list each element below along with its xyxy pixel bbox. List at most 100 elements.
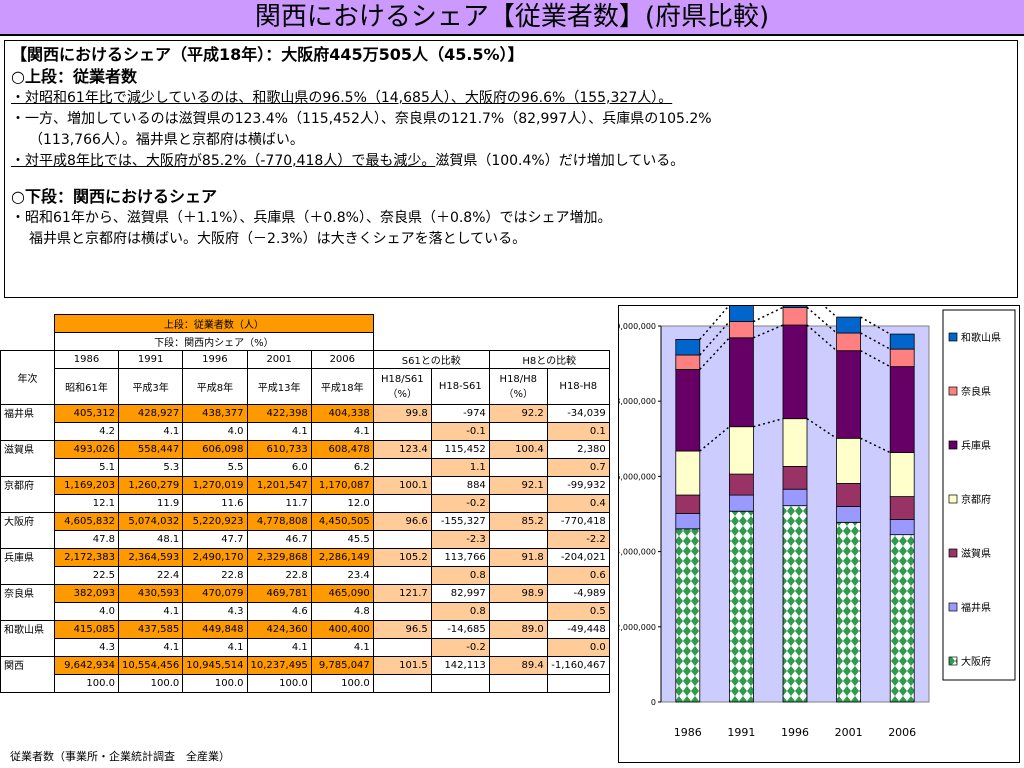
table-row: 47.8 48.1 47.7 46.7 45.5 -2.3 -2.2 — [1, 530, 610, 549]
table-cell — [488, 602, 548, 621]
table-cell: -2.3 — [430, 530, 490, 549]
table-cell: 46.7 — [246, 530, 312, 549]
table-cell: 422,398 — [246, 404, 312, 423]
table-cell — [488, 638, 548, 657]
x-tick-label: 2001 — [835, 726, 863, 739]
table-cell: 1,170,087 — [310, 476, 374, 495]
table-cell: 4.8 — [310, 602, 374, 621]
table-cell: 0.7 — [546, 458, 610, 477]
table-cell: 100.4 — [488, 440, 548, 459]
table-cell: 5.1 — [54, 458, 119, 477]
table-cell: 大阪府 — [0, 512, 55, 549]
table-cell — [547, 315, 609, 333]
table-cell — [372, 638, 432, 657]
connector-line — [753, 324, 784, 339]
table-cell: 6.0 — [246, 458, 312, 477]
table-cell: 105.2 — [372, 548, 432, 567]
connector-line — [860, 332, 891, 350]
connector-line — [806, 418, 838, 439]
table-cell: 48.1 — [117, 530, 184, 549]
table-cell: 1,169,203 — [54, 476, 119, 495]
summary-line: ・対平成8年比では、大阪府が85.2%（-770,418人）で最も減少。滋賀県（… — [11, 153, 685, 169]
table-cell — [372, 494, 432, 513]
bar-segment-京都府 — [675, 450, 701, 496]
table-cell: -770,418 — [546, 512, 610, 531]
connector-line — [699, 337, 730, 370]
table-cell: -49,448 — [546, 620, 610, 639]
table-row: 100.0 100.0 100.0 100.0 100.0 — [1, 674, 610, 693]
table-cell: 493,026 — [54, 440, 119, 459]
table-cell: 4,450,505 — [310, 512, 374, 531]
bar-segment-滋賀県 — [782, 466, 808, 490]
table-cell: 0.1 — [546, 422, 610, 441]
legend-swatch — [948, 548, 958, 558]
table-cell: 89.0 — [488, 620, 548, 639]
table-cell — [372, 566, 432, 585]
table-cell: 92.1 — [488, 476, 548, 495]
connector-line — [860, 316, 891, 335]
table-cell: 22.5 — [54, 566, 119, 585]
summary-line: 福井県と京都府は横ばい。大阪府（－2.3%）は大きくシェアを落としている。 — [29, 231, 527, 247]
connector-line — [753, 306, 784, 323]
table-row: 和歌山県 415,085 437,585 449,848 424,360 400,400 9… — [0, 620, 610, 657]
bar-segment-福井県 — [836, 506, 862, 523]
table-cell: 404,338 — [310, 404, 374, 423]
table-cell: S61との比較 — [372, 350, 490, 369]
table-cell: 4,778,808 — [246, 512, 312, 531]
table-cell: 2006 — [310, 350, 374, 369]
table-header-row: 下段：関西内シェア（%） — [1, 332, 610, 351]
table-row: 4.0 4.1 4.3 4.6 4.8 0.8 0.5 — [1, 602, 610, 621]
table-row: 4.3 4.1 4.1 4.1 4.1 -0.2 0.0 — [1, 638, 610, 657]
table-cell: 100.0 — [246, 674, 312, 693]
table-cell: 98.9 — [488, 584, 548, 603]
table-cell: 92.2 — [488, 404, 548, 423]
table-cell: 1991 — [117, 350, 184, 369]
bar-segment-奈良県 — [836, 332, 862, 352]
table-cell — [547, 333, 609, 351]
table-row: 奈良県 382,093 430,593 470,079 469,781 465,090 12… — [0, 584, 610, 621]
table-cell: 10,945,514 — [182, 656, 248, 675]
table-cell: 和歌山県 — [0, 620, 55, 657]
table-cell: 5,220,923 — [182, 512, 248, 531]
table-cell: 4.1 — [310, 422, 374, 441]
legend-label: 大阪府 — [961, 655, 991, 668]
bar-segment-大阪府 — [889, 534, 915, 703]
bar-segment-滋賀県 — [675, 494, 701, 514]
table-cell: -2.2 — [546, 530, 610, 549]
table-cell: 5.5 — [182, 458, 248, 477]
table-cell: 11.7 — [246, 494, 312, 513]
bar-segment-福井県 — [889, 519, 915, 536]
table-cell: 1986 — [54, 350, 119, 369]
table-cell — [373, 333, 431, 351]
table-cell — [546, 674, 610, 693]
table-cell: 平成13年 — [246, 368, 312, 405]
table-cell: 年次 — [0, 350, 55, 405]
data-table-container: 上段：従業者数（人） 下段：関西内シェア（%） 年次 1986 1991 1996 2001… — [0, 314, 612, 693]
table-cell: 1,270,019 — [182, 476, 248, 495]
table-cell: 100.0 — [310, 674, 374, 693]
x-tick-label: 1991 — [727, 726, 755, 739]
table-cell: 4,605,832 — [54, 512, 119, 531]
table-cell: 1,201,547 — [246, 476, 312, 495]
table-cell: 415,085 — [54, 620, 119, 639]
table-cell: 0.8 — [430, 566, 490, 585]
table-cell: 2,286,149 — [310, 548, 374, 567]
table-cell: 558,447 — [117, 440, 184, 459]
table-cell: 11.9 — [117, 494, 184, 513]
legend-label: 兵庫県 — [961, 439, 991, 452]
table-cell: 平成3年 — [117, 368, 184, 405]
table-cell: 2,172,383 — [54, 548, 119, 567]
table-cell: -0.1 — [430, 422, 490, 441]
bar-segment-福井県 — [782, 488, 808, 507]
y-tick-label: 0 — [651, 698, 656, 707]
table-cell: 4.1 — [182, 638, 248, 657]
y-tick-label: 6,000,000 — [619, 472, 656, 481]
page-title: 関西におけるシェア【従業者数】(府県比較) — [0, 0, 1024, 36]
table-cell: 100.0 — [182, 674, 248, 693]
table-cell: 113,766 — [430, 548, 490, 567]
table-cell: 430,593 — [117, 584, 184, 603]
table-cell: 22.4 — [117, 566, 184, 585]
table-row: 滋賀県 493,026 558,447 606,098 610,733 608,478 12… — [0, 440, 610, 477]
table-cell: 5,074,032 — [117, 512, 184, 531]
table-row: 12.1 11.9 11.6 11.7 12.0 -0.2 0.4 — [1, 494, 610, 513]
